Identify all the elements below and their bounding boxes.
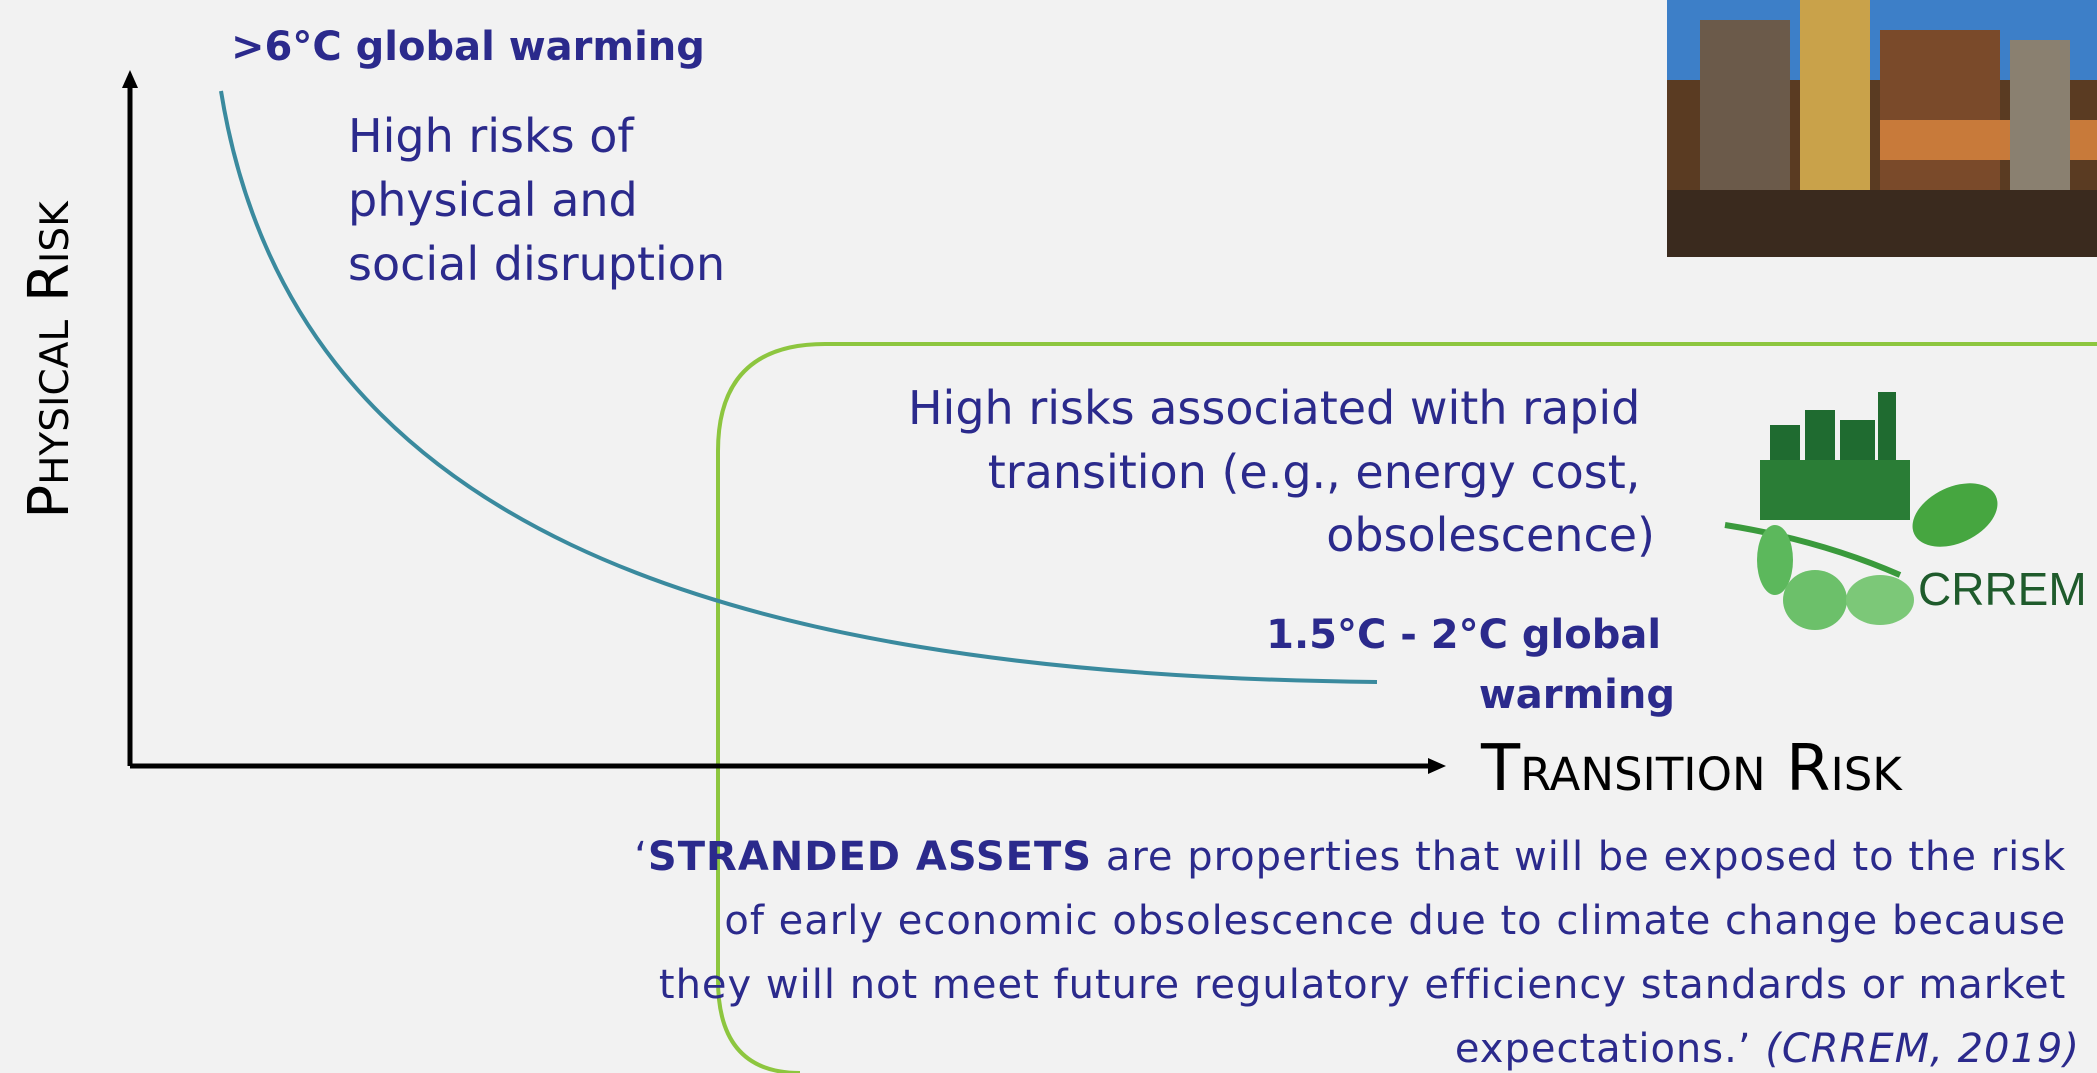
top-label: >6°C global warming (231, 24, 705, 70)
text-line: warming (1479, 672, 1675, 718)
text-line: they will not meet future regulatory eff… (659, 962, 2066, 1008)
text-line: 1.5°C - 2°C global (1266, 612, 1661, 658)
text-line: are properties that will be exposed to t… (1092, 834, 2066, 880)
slide: >6°C global warming High risks of physic… (0, 0, 2097, 1073)
logo-text: CRREM (1918, 563, 2087, 615)
text-line: STRANDED ASSETS (648, 834, 1092, 880)
text-line: High risks associated with rapid (908, 381, 1640, 435)
text-line: obsolescence) (1326, 508, 1655, 562)
y-axis-label: Physical Risk (17, 200, 82, 519)
text-line: physical and (348, 173, 638, 227)
text-line: (CRREM, 2019) (1765, 1026, 2080, 1072)
text-line: social disruption (348, 237, 725, 291)
text-line: expectations.’ (1455, 1026, 1765, 1072)
text-line: of early economic obsolescence due to cl… (724, 898, 2066, 944)
text-line: transition (e.g., energy cost, (988, 445, 1641, 499)
x-axis-label: Transition Risk (1480, 732, 1903, 806)
photo (1667, 0, 2097, 257)
text-line: High risks of (348, 109, 635, 163)
text-line: ‘ (634, 834, 648, 880)
